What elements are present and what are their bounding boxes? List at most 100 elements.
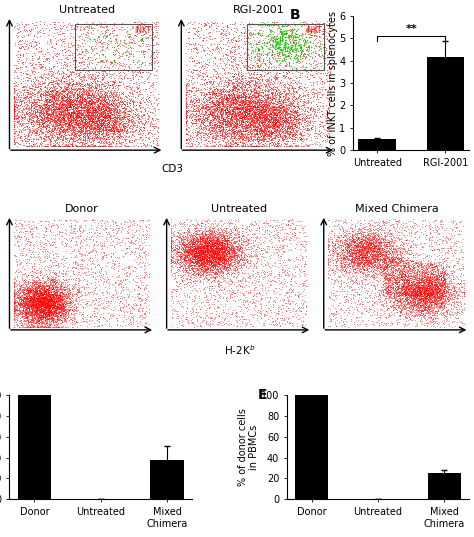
Point [271, 122, 278, 130]
Point [65, 118, 73, 127]
Point [122, 241, 129, 249]
Point [228, 249, 235, 258]
Point [21, 322, 28, 331]
Point [253, 74, 261, 82]
Point [36, 287, 44, 295]
Point [32, 304, 40, 313]
Point [397, 248, 404, 256]
Point [313, 129, 320, 138]
Point [307, 49, 315, 57]
Point [208, 126, 216, 134]
Point [117, 118, 124, 126]
Point [100, 138, 107, 147]
Point [345, 246, 352, 255]
Point [261, 71, 268, 80]
Point [167, 288, 175, 297]
Point [77, 125, 85, 134]
Point [116, 120, 123, 129]
Point [39, 288, 47, 297]
Point [245, 102, 252, 111]
Point [95, 81, 102, 89]
Point [457, 282, 465, 291]
Point [367, 259, 375, 268]
Point [60, 295, 67, 304]
Point [362, 233, 370, 242]
Point [435, 271, 443, 280]
Point [277, 234, 284, 242]
Point [417, 270, 425, 278]
Point [275, 50, 283, 59]
Point [205, 50, 213, 59]
Point [279, 268, 287, 277]
Point [167, 245, 174, 253]
Point [188, 240, 196, 248]
Point [408, 304, 416, 313]
Point [419, 275, 426, 284]
Point [72, 78, 80, 87]
Point [57, 125, 64, 133]
Point [428, 288, 435, 297]
Point [214, 262, 222, 270]
Point [246, 128, 254, 136]
Point [359, 233, 366, 241]
Point [32, 313, 39, 321]
Point [214, 22, 221, 31]
Point [242, 98, 250, 106]
Point [227, 113, 235, 121]
Point [37, 306, 45, 314]
Point [302, 42, 310, 51]
Point [197, 312, 205, 321]
Point [226, 107, 233, 115]
Point [35, 103, 42, 112]
Point [408, 287, 415, 296]
Point [428, 259, 436, 268]
Point [77, 110, 84, 119]
Point [254, 243, 261, 251]
Point [206, 98, 213, 106]
Point [435, 230, 443, 238]
Point [207, 247, 215, 256]
Point [387, 271, 395, 280]
Point [416, 294, 423, 302]
Point [266, 112, 274, 120]
Point [98, 50, 105, 59]
Point [73, 98, 80, 107]
Point [107, 292, 115, 300]
Point [297, 63, 304, 72]
Point [71, 119, 78, 128]
Point [229, 85, 237, 93]
Point [209, 252, 217, 261]
Point [124, 100, 131, 108]
Point [318, 132, 326, 141]
Point [406, 278, 413, 287]
Point [50, 99, 57, 108]
Point [416, 277, 423, 286]
Point [421, 267, 428, 276]
Point [198, 256, 206, 264]
Point [12, 51, 19, 60]
Point [55, 305, 63, 314]
Point [401, 246, 409, 255]
Point [39, 313, 46, 321]
Point [105, 118, 113, 127]
Point [219, 240, 226, 249]
Point [398, 285, 405, 294]
Point [36, 318, 43, 327]
Point [428, 280, 436, 288]
Point [228, 110, 236, 118]
Point [71, 93, 78, 102]
Point [223, 262, 231, 271]
Point [108, 59, 116, 67]
Point [428, 283, 435, 292]
Point [359, 245, 367, 254]
Point [404, 280, 412, 289]
Point [173, 299, 181, 307]
Point [437, 281, 445, 289]
Point [111, 253, 119, 262]
Point [219, 245, 226, 253]
Point [270, 142, 277, 150]
Point [24, 301, 31, 310]
Point [252, 108, 259, 117]
Point [241, 92, 248, 101]
Point [43, 315, 50, 323]
